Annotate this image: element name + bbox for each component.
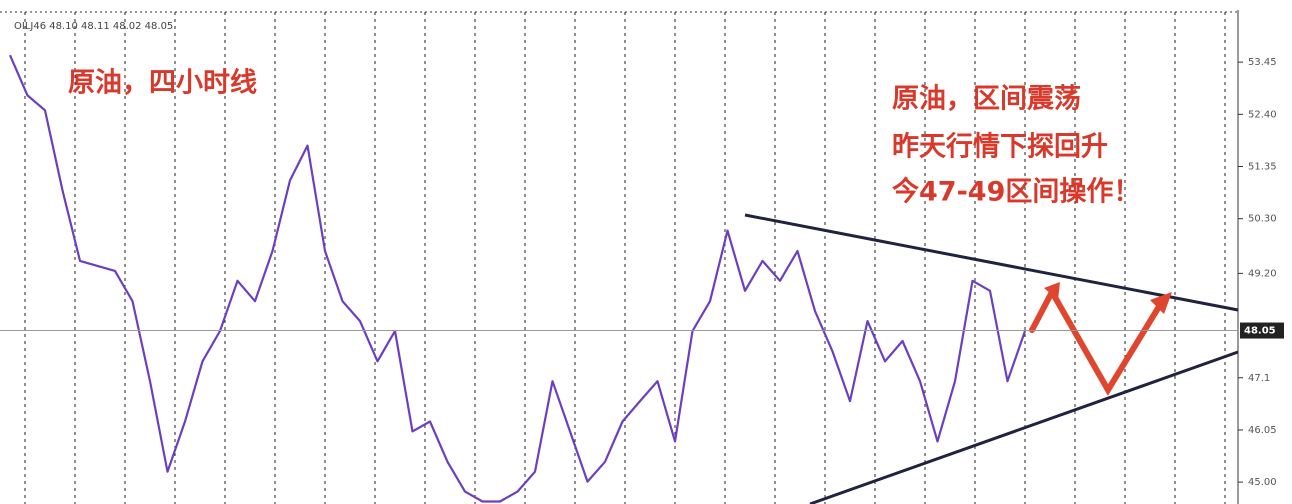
lower-trendline <box>809 350 1239 504</box>
annotation: 今47-49区间操作！ <box>892 176 1140 208</box>
y-tick-label: 51.35 <box>1248 162 1277 173</box>
last-price-label: 48.05 <box>1244 326 1276 337</box>
annotation: 原油，四小时线 <box>68 68 257 99</box>
y-tick-label: 52.40 <box>1248 109 1277 120</box>
arrow-head <box>1044 282 1060 300</box>
y-tick-label: 45.00 <box>1248 477 1277 488</box>
annotation: 昨天行情下探回升 <box>892 131 1108 163</box>
y-tick-label: 46.05 <box>1248 425 1277 436</box>
y-tick-label: 47.1 <box>1248 373 1270 384</box>
plot <box>8 54 1027 503</box>
y-tick-label: 50.30 <box>1248 214 1277 225</box>
annotation: 原油，区间震荡 <box>892 84 1081 115</box>
price-line <box>8 54 1027 503</box>
y-tick-label: 49.20 <box>1248 268 1277 279</box>
forecast-arrows <box>1029 285 1163 396</box>
arrow-head <box>1150 292 1172 314</box>
last-price-box <box>1240 322 1284 339</box>
grid <box>24 12 1226 504</box>
symbol-header: OILJ46 48.10 48.11 48.02 48.05 <box>14 21 173 32</box>
forecast-path <box>1029 285 1163 396</box>
upper-trendline <box>744 213 1239 312</box>
y-tick-label: 53.45 <box>1248 57 1277 68</box>
